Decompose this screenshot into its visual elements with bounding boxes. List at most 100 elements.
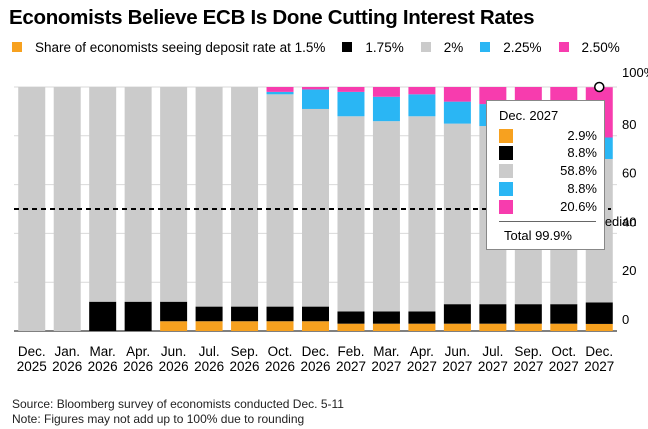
bar-segment bbox=[266, 91, 294, 95]
bar-segment bbox=[124, 301, 152, 331]
x-tick-label-year: 2026 bbox=[194, 359, 224, 374]
legend-item-2: 2% bbox=[420, 39, 464, 55]
bar-segment bbox=[443, 123, 471, 305]
footer: Source: Bloomberg survey of economists c… bbox=[12, 397, 344, 427]
bar-segment bbox=[337, 87, 365, 92]
tooltip-swatch bbox=[499, 200, 513, 214]
x-tick-label-month: Dec. bbox=[585, 344, 613, 359]
x-tick-label-year: 2027 bbox=[442, 359, 472, 374]
tooltip-total: Total 99.9% bbox=[504, 228, 572, 243]
tooltip-swatch bbox=[499, 146, 513, 160]
bar-segment bbox=[302, 108, 329, 307]
bar-segment bbox=[372, 87, 400, 97]
bar-segment bbox=[585, 323, 613, 331]
bar-segment bbox=[266, 306, 294, 322]
x-tick-label-month: Sep. bbox=[514, 344, 542, 359]
legend-item-1-75: 1.75% bbox=[342, 40, 404, 55]
bar-segment bbox=[266, 94, 294, 307]
x-tick-label-month: Dec. bbox=[302, 344, 330, 359]
tooltip-row: 20.6% bbox=[499, 199, 599, 215]
bar-segment bbox=[479, 323, 507, 331]
x-tick-label-month: Mar. bbox=[373, 344, 399, 359]
x-tick-label-year: 2026 bbox=[265, 359, 295, 374]
y-tick-label: 0 bbox=[622, 312, 629, 327]
tooltip-value: 8.8% bbox=[567, 181, 597, 196]
x-tick-label-month: Mar. bbox=[90, 344, 116, 359]
bar-segment bbox=[302, 306, 329, 322]
bar-segment bbox=[89, 87, 117, 302]
chart-title: Economists Believe ECB Is Done Cutting I… bbox=[9, 6, 535, 29]
bar-segment bbox=[443, 101, 471, 124]
bar-segment bbox=[337, 116, 365, 312]
tooltip-row: 8.8% bbox=[499, 181, 599, 197]
legend-swatch-1-75 bbox=[342, 42, 353, 52]
x-tick-label-month: Apr. bbox=[126, 344, 150, 359]
legend-swatch-2 bbox=[420, 42, 431, 52]
bar-segment bbox=[372, 121, 400, 312]
bar-segment bbox=[479, 304, 507, 324]
bar-segment bbox=[124, 87, 152, 302]
y-tick-label: 20 bbox=[622, 263, 636, 278]
tooltip-row: 8.8% bbox=[499, 145, 599, 161]
x-tick-label-month: Sep. bbox=[231, 344, 259, 359]
x-tick-label-month: Feb. bbox=[337, 344, 364, 359]
bar-segment bbox=[302, 321, 329, 331]
x-tick-label-month: Dec. bbox=[18, 344, 46, 359]
tooltip-row: 2.9% bbox=[499, 128, 599, 144]
x-tick-label-month: Oct. bbox=[551, 344, 576, 359]
legend-label-2: 2% bbox=[443, 39, 464, 55]
tooltip-swatch bbox=[499, 182, 513, 196]
bar-segment bbox=[302, 89, 329, 109]
x-tick-label-month: Jan. bbox=[54, 344, 80, 359]
x-tick-label-year: 2027 bbox=[407, 359, 437, 374]
x-tick-label-year: 2026 bbox=[52, 359, 82, 374]
bar-segment bbox=[160, 321, 188, 331]
bar-segment bbox=[89, 301, 117, 331]
hover-marker bbox=[594, 81, 605, 93]
x-tick-label-year: 2027 bbox=[336, 359, 366, 374]
x-tick-label-month: Jul. bbox=[199, 344, 220, 359]
bar-segment bbox=[266, 87, 294, 92]
bar-segment bbox=[160, 87, 188, 302]
bar-segment bbox=[195, 306, 223, 322]
x-tick-label-year: 2026 bbox=[123, 359, 153, 374]
bar-segment bbox=[372, 311, 400, 324]
x-tick-label-year: 2027 bbox=[584, 359, 614, 374]
legend-swatch-2-50 bbox=[558, 42, 569, 52]
bar-segment bbox=[195, 321, 223, 331]
source-note: Source: Bloomberg survey of economists c… bbox=[12, 397, 344, 411]
bar-segment bbox=[195, 87, 223, 307]
legend-label-2-25: 2.25% bbox=[503, 39, 542, 55]
bar-segment bbox=[231, 87, 259, 307]
bar-segment bbox=[443, 87, 471, 102]
tooltip-swatch bbox=[499, 129, 513, 143]
bar-segment bbox=[443, 323, 471, 331]
x-tick-label-year: 2026 bbox=[230, 359, 260, 374]
bar-segment bbox=[302, 87, 329, 90]
x-tick-label-month: Jun. bbox=[161, 344, 187, 359]
x-tick-label-year: 2027 bbox=[549, 359, 579, 374]
legend-label-1-5: Share of economists seeing deposit rate … bbox=[35, 39, 326, 55]
y-tick-label: 40 bbox=[622, 214, 636, 229]
legend-item-2-50: 2.50% bbox=[558, 40, 620, 55]
x-tick-label-month: Jun. bbox=[445, 344, 471, 359]
tooltip-value: 8.8% bbox=[567, 145, 597, 160]
bar-segment bbox=[266, 321, 294, 331]
x-tick-label-year: 2026 bbox=[159, 359, 189, 374]
x-tick-label-year: 2026 bbox=[300, 359, 330, 374]
legend: Share of economists seeing deposit rate … bbox=[12, 38, 637, 56]
rounding-note: Note: Figures may not add up to 100% due… bbox=[12, 412, 305, 426]
bar-segment bbox=[550, 323, 578, 331]
bar-segment bbox=[585, 302, 613, 324]
bar-segment bbox=[337, 91, 365, 117]
bar-segment bbox=[514, 304, 542, 324]
legend-item-1-5: Share of economists seeing deposit rate … bbox=[12, 40, 325, 55]
bar-segment bbox=[443, 304, 471, 324]
legend-item-2-25: 2.25% bbox=[480, 39, 542, 55]
bar-segment bbox=[408, 311, 436, 324]
bar-segment bbox=[160, 301, 188, 322]
x-tick-label-year: 2025 bbox=[17, 359, 47, 374]
tooltip-swatch bbox=[499, 164, 513, 178]
bar-segment bbox=[337, 311, 365, 324]
